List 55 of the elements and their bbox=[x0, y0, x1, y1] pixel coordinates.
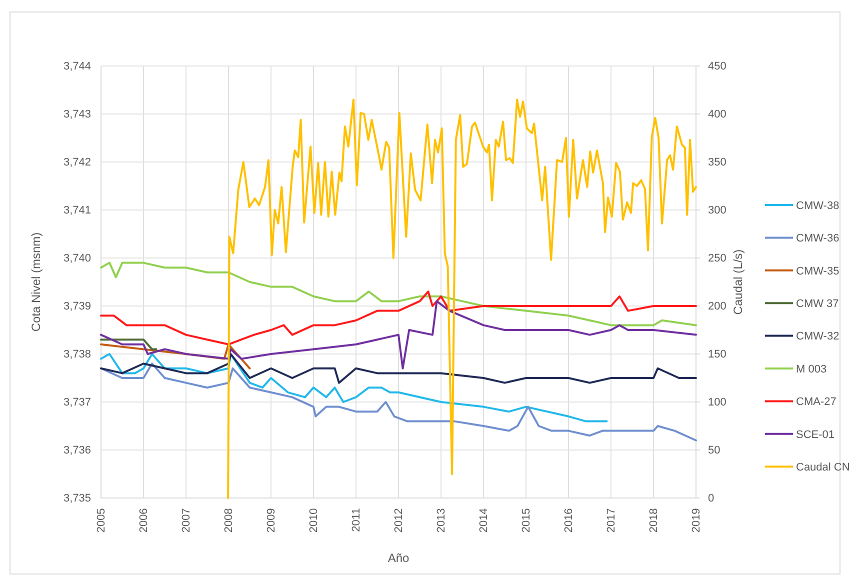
y2-tick-label: 250 bbox=[708, 252, 726, 265]
x-tick-label: 2009 bbox=[266, 508, 278, 533]
y2-tick-label: 300 bbox=[708, 204, 726, 217]
line-series bbox=[100, 300, 697, 370]
y-tick-label: 3,735 bbox=[63, 492, 91, 505]
x-tick-label: 2015 bbox=[520, 508, 533, 533]
x-axis-title: Año bbox=[388, 551, 410, 565]
x-tick-label: 2016 bbox=[563, 508, 576, 533]
y-tick-label: 3,738 bbox=[63, 348, 91, 361]
line-series bbox=[100, 290, 697, 346]
x-tick-label: 2014 bbox=[478, 508, 490, 533]
y2-tick-label: 350 bbox=[708, 156, 726, 169]
x-tick-label: 2010 bbox=[308, 508, 320, 533]
x-tick-label: 2013 bbox=[436, 508, 448, 533]
line-series bbox=[227, 98, 697, 499]
x-tick-label: 2012 bbox=[393, 508, 406, 533]
y2-tick-label: 200 bbox=[708, 300, 726, 313]
y2-tick-label: 0 bbox=[708, 492, 714, 505]
line-series bbox=[100, 362, 697, 442]
y2-tick-label: 50 bbox=[708, 444, 720, 457]
y-axis-title: Cota Nivel (msnm) bbox=[29, 232, 43, 332]
y2-tick-label: 150 bbox=[708, 348, 726, 361]
y2-tick-label: 450 bbox=[708, 60, 726, 73]
y-tick-label: 3,742 bbox=[63, 156, 91, 169]
y2-axis-title: Caudal (L/s) bbox=[731, 249, 745, 315]
legend-label: CMW-38 bbox=[796, 200, 840, 212]
legend-label: CMW 37 bbox=[796, 298, 839, 310]
y-tick-label: 3,737 bbox=[63, 396, 91, 409]
y-tick-label: 3,739 bbox=[63, 300, 91, 313]
line-series bbox=[100, 353, 608, 422]
x-tick-label: 2005 bbox=[96, 508, 108, 533]
y-tick-label: 3,741 bbox=[63, 204, 91, 217]
y-tick-label: 3,743 bbox=[63, 108, 91, 121]
y2-tick-label: 100 bbox=[708, 396, 726, 409]
line-series bbox=[100, 343, 251, 370]
legend-label: M 003 bbox=[796, 363, 827, 376]
y2-tick-label: 400 bbox=[708, 108, 726, 121]
legend-label: SCE-01 bbox=[796, 428, 835, 441]
line-series bbox=[100, 262, 697, 326]
legend-label: CMW-32 bbox=[796, 330, 840, 343]
x-tick-label: 2018 bbox=[648, 508, 660, 533]
x-tick-label: 2006 bbox=[138, 508, 150, 533]
legend-label: CMW-35 bbox=[796, 265, 840, 278]
legend-label: Caudal CN bbox=[796, 461, 850, 474]
y-tick-label: 3,744 bbox=[63, 60, 91, 73]
x-tick-label: 2007 bbox=[180, 508, 193, 533]
x-tick-label: 2017 bbox=[606, 508, 618, 533]
x-tick-label: 2008 bbox=[223, 508, 236, 533]
x-tick-label: 2019 bbox=[690, 508, 703, 533]
legend-label: CMA-27 bbox=[796, 396, 836, 408]
y-tick-label: 3,740 bbox=[63, 252, 91, 265]
y-tick-label: 3,736 bbox=[63, 444, 91, 457]
legend-label: CMW-36 bbox=[796, 232, 840, 245]
line-series bbox=[100, 353, 697, 384]
x-tick-label: 2011 bbox=[350, 508, 363, 532]
